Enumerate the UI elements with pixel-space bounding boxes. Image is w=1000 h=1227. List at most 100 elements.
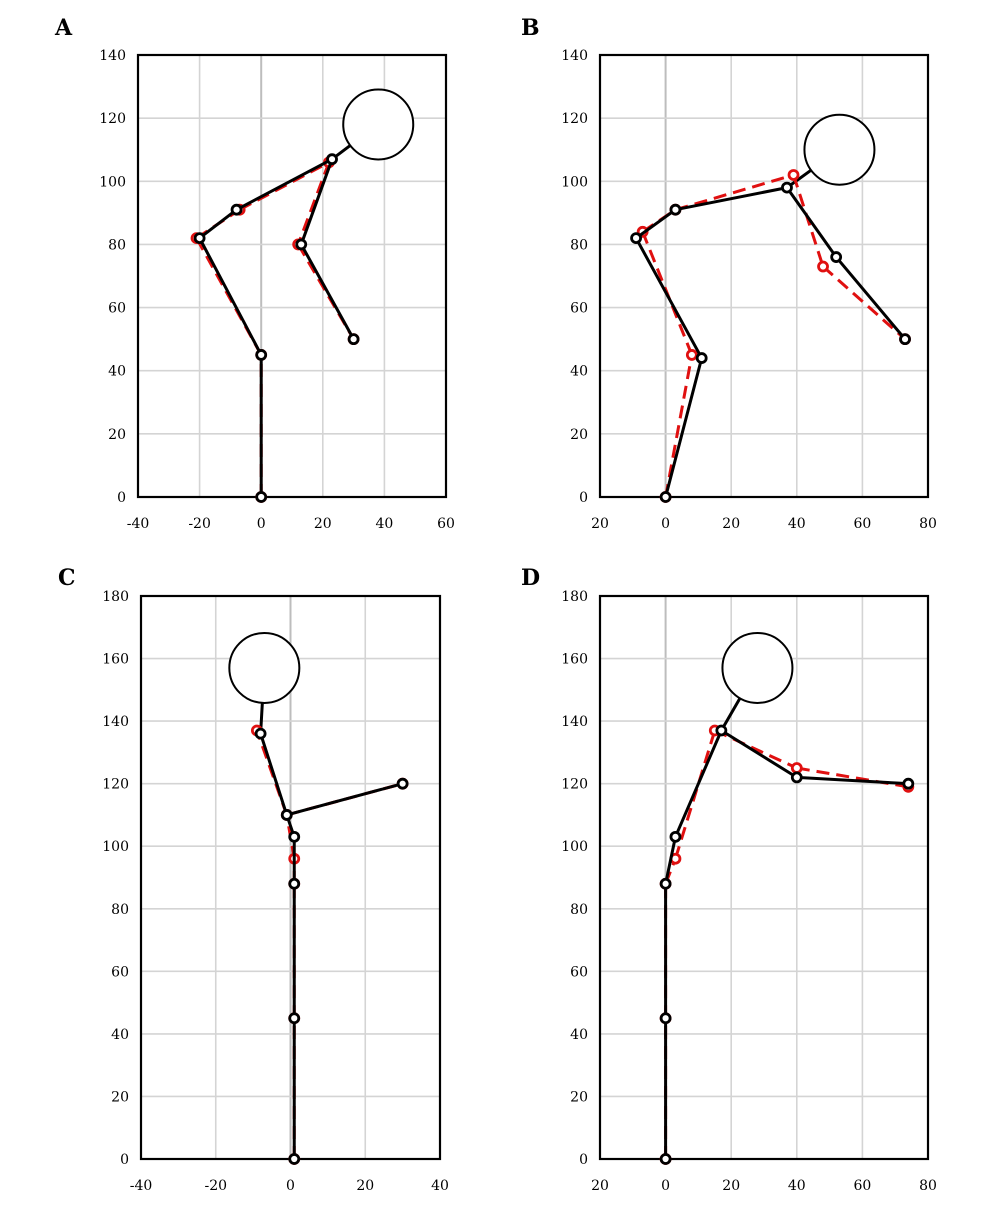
y-tick-label: 0: [117, 490, 126, 506]
black-joint-point: [288, 1012, 301, 1025]
black-joint-point: [255, 491, 268, 503]
red-limb-segment: [714, 729, 798, 770]
red-joint-point: [790, 762, 803, 774]
x-tick-label: 0: [661, 516, 670, 532]
red-limb-segment: [296, 161, 331, 245]
head-circle: [721, 631, 794, 704]
y-tick-label: 40: [108, 364, 126, 380]
panel-letter-c: C: [58, 565, 76, 591]
y-tick-label: 160: [561, 652, 588, 668]
x-tick-label: 20: [356, 1178, 374, 1194]
x-tick-label: 40: [375, 516, 393, 532]
black-joint-point: [830, 251, 843, 263]
y-tick-label: 80: [111, 902, 129, 918]
black-limb-segment: [235, 157, 334, 212]
y-tick-label: 20: [570, 1089, 588, 1105]
y-tick-label: 120: [99, 111, 126, 127]
y-tick-label: 80: [570, 902, 588, 918]
black-joint-point: [255, 349, 268, 361]
panel-c: 0 20 40 60 80 100 120 140 160 180 -40 -20 0 20 40: [102, 589, 449, 1194]
black-limb-segment: [198, 236, 263, 357]
x-tick-label: 40: [788, 516, 806, 532]
x-tick-label: 60: [437, 516, 455, 532]
black-limb-segment: [634, 208, 677, 240]
head-circle: [342, 88, 415, 161]
y-tick-label: 20: [570, 427, 588, 443]
black-joint-point: [630, 232, 642, 245]
x-tick-label: 20: [722, 516, 740, 532]
black-limb-segment: [664, 835, 677, 886]
black-joint-point: [669, 203, 682, 216]
plot-frame: [136, 53, 448, 499]
y-tick-label: 180: [561, 589, 588, 605]
panel-letter-d: D: [521, 565, 540, 591]
black-limb-segment: [673, 728, 723, 839]
y-tick-label: 20: [111, 1089, 129, 1105]
y-tick-label: 140: [561, 714, 588, 730]
black-limb-segment: [634, 236, 704, 360]
y-tick-label: 40: [570, 1027, 588, 1043]
y-tick-label: 100: [99, 174, 126, 190]
black-limb-segment: [198, 208, 239, 240]
black-joint-point: [288, 1153, 301, 1165]
x-tick-label: 80: [919, 1178, 937, 1194]
black-limb-segment: [259, 732, 289, 817]
x-tick-label: 20: [314, 516, 332, 532]
red-limb-segment: [792, 174, 825, 267]
black-limb-segment: [795, 775, 910, 786]
black-joint-point: [347, 333, 360, 346]
x-tick-label: -40: [130, 1178, 153, 1194]
x-tick-label: -20: [204, 1178, 227, 1194]
x-tick-label: 0: [661, 1178, 670, 1194]
plot-frame: [598, 594, 930, 1161]
red-limb-segment: [822, 265, 907, 341]
panel-letter-b: B: [521, 15, 540, 41]
black-joint-point: [781, 181, 793, 194]
y-tick-label: 160: [102, 652, 129, 668]
y-tick-label: 140: [99, 48, 126, 64]
red-joint-point: [817, 260, 829, 273]
x-tick-label: 60: [853, 1178, 871, 1194]
black-limb-segment: [664, 356, 704, 499]
black-joint-point: [659, 1153, 672, 1165]
black-joint-point: [295, 238, 308, 251]
black-joint-point: [193, 232, 206, 245]
black-joint-point: [659, 491, 672, 503]
y-tick-label: 100: [561, 839, 588, 855]
black-joint-point: [899, 333, 911, 346]
black-limb-segment: [785, 186, 838, 259]
black-limb-segment: [719, 728, 799, 779]
black-joint-point: [288, 830, 301, 843]
black-limb-segment: [285, 782, 405, 817]
black-joint-point: [695, 352, 708, 364]
y-tick-label: 40: [111, 1027, 129, 1043]
x-tick-label: 0: [257, 516, 266, 532]
black-limb-segment: [834, 255, 907, 341]
neck-segment: [719, 696, 742, 732]
y-tick-label: 80: [108, 237, 126, 253]
y-tick-label: 140: [102, 714, 129, 730]
black-joint-point: [254, 727, 267, 740]
y-tick-label: 60: [108, 301, 126, 317]
black-joint-point: [669, 830, 682, 843]
black-joint-point: [280, 809, 293, 821]
y-tick-label: 100: [561, 174, 588, 190]
x-tick-label: 0: [286, 1178, 295, 1194]
black-joint-point: [902, 777, 915, 790]
panel-a: 0 20 40 60 80 100 120 140 -40 -20 0 20 40 60: [99, 48, 455, 532]
black-joint-point: [715, 724, 728, 737]
red-joint-point: [685, 349, 698, 361]
black-joint-point: [659, 1012, 672, 1025]
y-tick-label: 120: [561, 777, 588, 793]
black-limb-segment: [673, 186, 789, 212]
y-tick-label: 80: [570, 237, 588, 253]
y-tick-label: 120: [561, 111, 588, 127]
x-tick-label: 20: [591, 516, 609, 532]
y-tick-label: 40: [570, 364, 588, 380]
red-limb-segment: [675, 173, 794, 212]
red-limb-segment: [664, 354, 694, 498]
red-joint-point: [787, 169, 800, 181]
